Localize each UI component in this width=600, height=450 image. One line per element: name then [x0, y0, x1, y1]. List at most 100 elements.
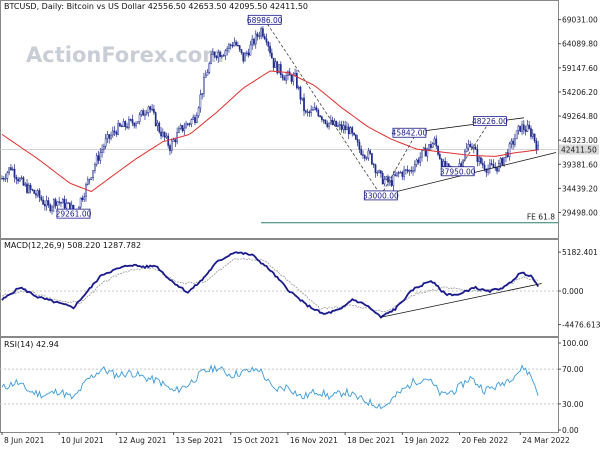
candle-body	[408, 170, 411, 172]
candle-body	[362, 154, 364, 156]
candle	[515, 130, 518, 140]
candle-body	[283, 77, 286, 81]
candle-body	[126, 126, 128, 128]
candle-body	[310, 109, 313, 113]
candle-body	[136, 121, 139, 124]
candle-body	[237, 44, 239, 47]
candle-body	[204, 74, 207, 78]
price-annotation: 68986.00	[247, 14, 283, 25]
candle	[244, 51, 246, 62]
candle-body	[419, 156, 422, 163]
candle	[33, 189, 36, 194]
candle-body	[530, 128, 532, 137]
candle-body	[242, 52, 245, 62]
candle-body	[431, 143, 434, 148]
candle	[26, 178, 28, 194]
candle-body	[206, 72, 209, 76]
candle-body	[412, 170, 414, 172]
candle	[111, 126, 114, 138]
candle-body	[115, 131, 118, 135]
x-tick-label: 24 Mar 2022	[522, 436, 570, 445]
candle	[321, 115, 323, 123]
candle-body	[354, 134, 357, 140]
candle	[387, 174, 389, 187]
candle-body	[503, 157, 506, 166]
candle-body	[390, 180, 393, 186]
candle-body	[515, 130, 518, 140]
candle-body	[392, 174, 395, 186]
candle-body	[195, 115, 198, 123]
candle-body	[292, 74, 295, 82]
candle	[496, 167, 498, 175]
candle	[104, 133, 107, 150]
candle-body	[524, 129, 527, 132]
x-tick-label: 18 Dec 2021	[347, 436, 395, 445]
candle	[299, 85, 302, 105]
rsi-y-tick-label: 0.00	[562, 426, 579, 435]
candle	[35, 189, 37, 199]
candle-body	[319, 115, 321, 118]
candle-body	[312, 109, 314, 111]
candle	[340, 120, 343, 133]
candle-body	[387, 176, 389, 183]
price-annotation: 37950.00	[440, 166, 476, 176]
candle	[217, 49, 220, 63]
candle	[147, 105, 150, 117]
candle	[349, 126, 352, 135]
dashed-trendline	[380, 132, 417, 196]
price-y-tick-label: 34439.20	[562, 184, 598, 193]
candle-body	[385, 176, 388, 180]
candle	[212, 48, 214, 55]
current-price-tag	[559, 144, 599, 155]
candle	[533, 133, 536, 144]
candle	[94, 162, 96, 174]
candle	[372, 162, 375, 168]
candle	[145, 109, 148, 116]
candle	[178, 126, 180, 133]
price-annotation: 48226.00	[472, 116, 508, 127]
candle	[249, 40, 252, 56]
candle-body	[95, 155, 98, 165]
candle-body	[97, 155, 100, 161]
candle	[371, 152, 373, 166]
candle-body	[19, 178, 21, 182]
candle-body	[47, 200, 50, 206]
candle	[490, 159, 493, 166]
candle	[410, 166, 413, 174]
candle-body	[265, 38, 268, 43]
candle	[276, 60, 279, 75]
candle	[390, 176, 393, 188]
candle-body	[428, 144, 430, 150]
candle-body	[287, 71, 289, 76]
candle	[179, 123, 182, 130]
candle	[326, 120, 329, 129]
candle	[195, 112, 198, 124]
price-annotation-box	[472, 116, 507, 127]
candle	[508, 141, 511, 161]
candle-body	[38, 190, 41, 198]
candle	[394, 169, 397, 177]
candle-body	[213, 51, 216, 57]
candle	[194, 114, 196, 126]
price-y-tick-label: 49264.80	[562, 112, 598, 121]
candle	[192, 114, 195, 121]
candle-body	[194, 116, 196, 123]
candle	[283, 75, 286, 81]
candle-body	[447, 163, 450, 167]
candle-body	[528, 124, 531, 129]
candle-body	[340, 124, 343, 130]
candle-body	[326, 123, 329, 127]
candle-body	[315, 107, 318, 111]
candle-body	[231, 45, 234, 47]
candle	[347, 123, 350, 140]
candle-body	[29, 184, 32, 190]
candle-body	[153, 108, 155, 113]
candle	[44, 200, 46, 211]
candle	[256, 31, 259, 41]
candle	[203, 72, 205, 98]
candle-body	[360, 149, 363, 155]
candle	[489, 158, 491, 174]
candle-body	[83, 196, 86, 200]
candle-body	[317, 110, 320, 117]
candle	[51, 204, 53, 215]
